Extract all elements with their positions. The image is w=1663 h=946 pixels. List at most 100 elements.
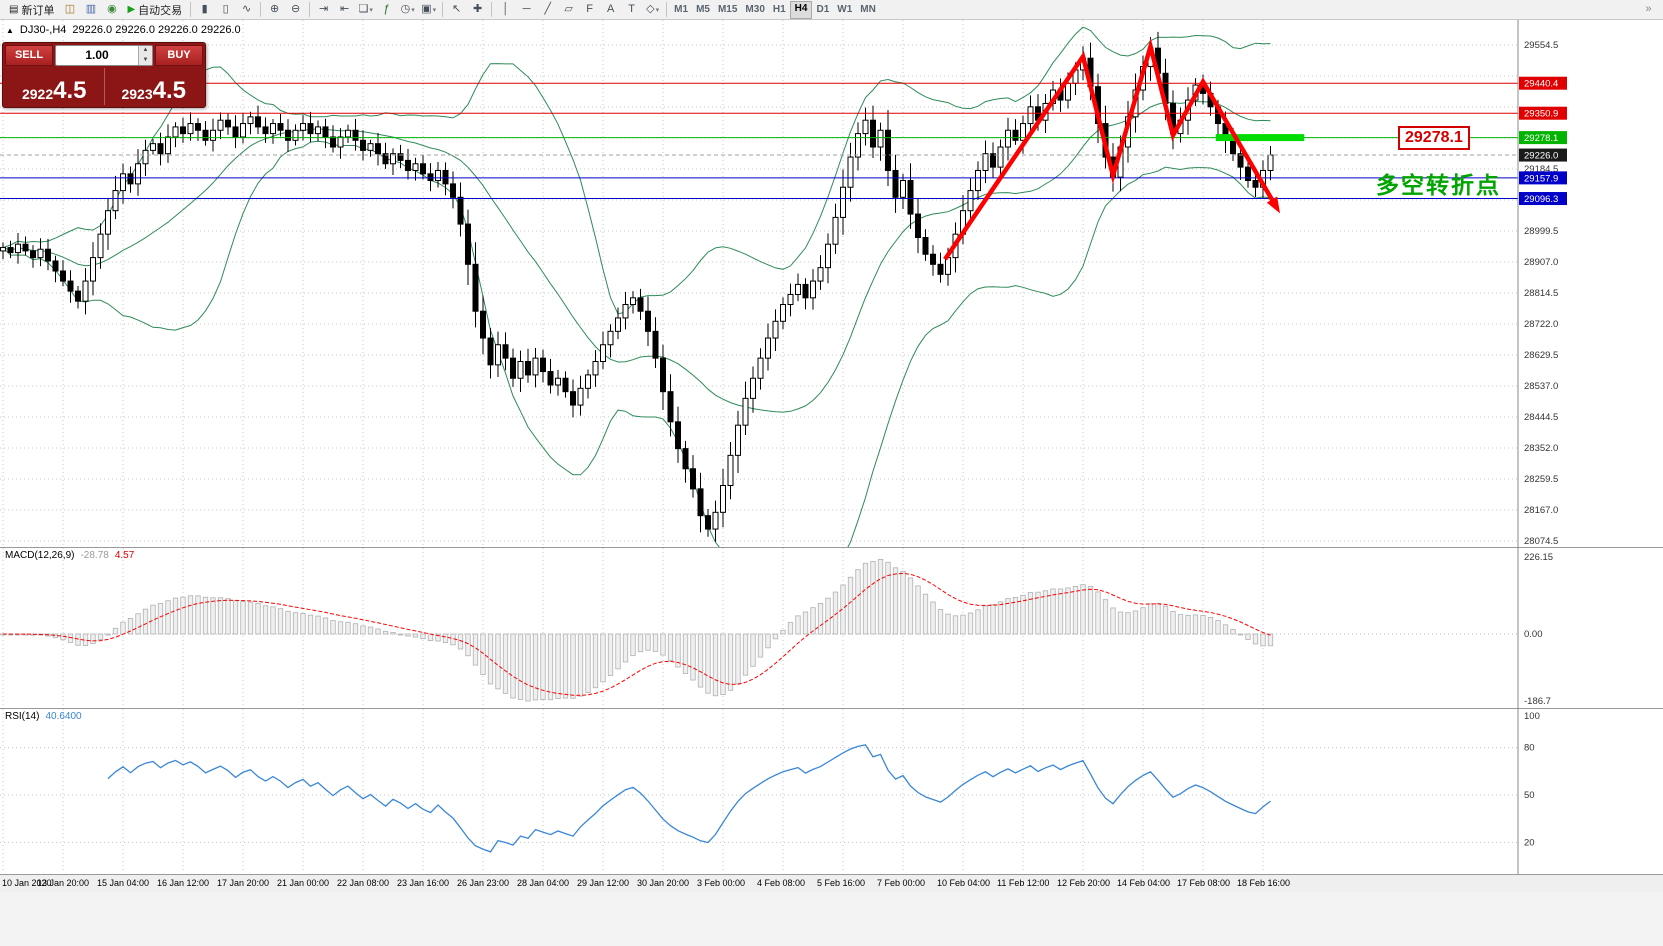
auto-scroll-icon[interactable]: ⇥ bbox=[319, 3, 329, 15]
time-label: 12 Feb 20:00 bbox=[1057, 878, 1111, 888]
rsi-scale-label: 20 bbox=[1524, 837, 1535, 848]
macd-signal-value: 4.57 bbox=[114, 550, 135, 561]
buy-price-display[interactable]: 2923 4.5 bbox=[105, 68, 204, 105]
price-tick-label: 28167.0 bbox=[1524, 505, 1558, 516]
tile-windows-icon[interactable]: ❏▾ bbox=[358, 3, 373, 15]
period-icon[interactable]: ◷▾ bbox=[400, 3, 415, 15]
price-tick-label: 28537.0 bbox=[1524, 381, 1558, 392]
indicators-icon[interactable]: ƒ bbox=[383, 3, 390, 15]
symbol-ohlc: 29226.0 29226.0 29226.0 29226.0 bbox=[72, 24, 241, 36]
timeframe-m15[interactable]: M15 bbox=[717, 3, 738, 15]
macd-scale-label: 226.15 bbox=[1524, 552, 1553, 563]
price-tick-label: 28629.5 bbox=[1524, 350, 1558, 361]
time-label: 17 Feb 08:00 bbox=[1177, 878, 1231, 888]
volume-value[interactable]: 1.00 bbox=[85, 48, 109, 62]
toolbar-separator bbox=[309, 2, 311, 17]
equidistant-channel-icon[interactable]: ▱ bbox=[564, 3, 573, 15]
arrows-icon[interactable]: ◇▾ bbox=[646, 3, 660, 15]
toolbar-separator bbox=[666, 2, 668, 17]
macd-scale-label: 0.00 bbox=[1524, 629, 1543, 640]
sell-price-display[interactable]: 2922 4.5 bbox=[5, 68, 105, 105]
time-label: 3 Feb 00:00 bbox=[697, 878, 746, 888]
time-axis[interactable]: 10 Jan 2020 13 Jan 20:00 15 Jan 04:00 16 Ja… bbox=[0, 874, 1663, 893]
vertical-line-icon[interactable]: │ bbox=[502, 3, 510, 15]
buy-button[interactable]: BUY bbox=[155, 45, 203, 66]
window-bottom-strip bbox=[0, 892, 1663, 946]
price-tick-label: 28352.0 bbox=[1524, 443, 1558, 454]
price-level-box-annotation[interactable]: 29278.1 bbox=[1398, 126, 1470, 150]
price-badge-label: 29278.1 bbox=[1524, 133, 1558, 144]
time-label: 4 Feb 08:00 bbox=[757, 878, 806, 888]
autotrading-button-icon: ▶ bbox=[127, 4, 136, 15]
price-tick-label: 28907.0 bbox=[1524, 257, 1558, 268]
time-label: 15 Jan 04:00 bbox=[97, 878, 150, 888]
market-watch-icon[interactable]: ◉ bbox=[107, 3, 117, 15]
time-label: 13 Jan 20:00 bbox=[37, 878, 90, 888]
timeframe-m5[interactable]: M5 bbox=[696, 3, 710, 15]
templates-icon[interactable]: ▣▾ bbox=[421, 3, 437, 15]
time-label: 10 Jan 2020 bbox=[2, 878, 52, 888]
timeframe-mn[interactable]: MN bbox=[860, 3, 876, 15]
price-tick-label: 28259.5 bbox=[1524, 474, 1558, 485]
autotrading-button[interactable]: ▶ 自动交易 bbox=[122, 1, 187, 18]
highlight-line-annotation[interactable] bbox=[1215, 134, 1305, 142]
zoom-out-icon[interactable]: ⊖ bbox=[291, 3, 301, 15]
volume-up-button[interactable]: ▲ bbox=[139, 46, 152, 56]
timeframe-m30[interactable]: M30 bbox=[745, 3, 765, 15]
turning-point-text-annotation[interactable]: 多空转折点 bbox=[1376, 172, 1501, 198]
price-badge bbox=[1519, 131, 1567, 145]
price-axis[interactable]: 29554.5 29184.5 28999.5 28907.0 28814.5 28722… bbox=[1517, 20, 1567, 547]
candlestick-mode-icon[interactable]: ▯ bbox=[222, 3, 229, 15]
main-chart[interactable]: 29554.5 29184.5 28999.5 28907.0 28814.5 28722… bbox=[0, 20, 1663, 547]
fibonacci-icon[interactable]: F bbox=[586, 3, 594, 15]
charts-icon[interactable]: ◫ bbox=[64, 3, 76, 15]
line-chart-mode-icon[interactable]: ∿ bbox=[242, 3, 252, 15]
text-label-icon[interactable]: T bbox=[628, 3, 636, 15]
price-badge-label: 29226.0 bbox=[1524, 151, 1558, 162]
price-badge-label: 29157.9 bbox=[1524, 173, 1558, 184]
trendline-icon[interactable]: ╱ bbox=[544, 3, 551, 15]
volume-down-button[interactable]: ▼ bbox=[139, 55, 152, 65]
rsi-scale-label: 100 bbox=[1524, 711, 1540, 722]
sell-button[interactable]: SELL bbox=[5, 45, 53, 66]
arrow-head bbox=[1266, 196, 1281, 214]
new-order-button-icon: ▤ bbox=[9, 4, 19, 15]
time-label: 16 Jan 12:00 bbox=[157, 878, 210, 888]
horizontal-line-icon[interactable]: ─ bbox=[522, 3, 531, 15]
rsi-panel[interactable]: 100 80 50 20 bbox=[0, 708, 1663, 874]
bar-chart-mode-icon[interactable]: ▮ bbox=[201, 3, 208, 15]
trend-arrow-annotation[interactable] bbox=[943, 37, 1279, 261]
price-badge-label: 29440.4 bbox=[1524, 79, 1558, 90]
timeframe-h4[interactable]: H4 bbox=[789, 0, 813, 19]
toolbar-separator bbox=[442, 2, 444, 17]
new-order-button[interactable]: ▤ 新订单 bbox=[4, 1, 59, 18]
chart-shift-icon[interactable]: ⇤ bbox=[340, 3, 350, 15]
zoom-in-icon[interactable]: ⊕ bbox=[270, 3, 280, 15]
macd-panel[interactable]: 226.15 0.00 -186.7 bbox=[0, 547, 1663, 708]
price-tick-label: 28074.5 bbox=[1524, 536, 1558, 547]
price-badge-label: 29096.3 bbox=[1524, 194, 1558, 205]
volume-field[interactable]: 1.00 ▲ ▼ bbox=[55, 45, 153, 66]
chart-symbol-label: ▲ DJ30-,H4 29226.0 29226.0 29226.0 29226… bbox=[6, 24, 241, 36]
timeframe-h1[interactable]: H1 bbox=[772, 3, 786, 15]
toolbar-separator bbox=[491, 2, 493, 17]
profiles-icon[interactable]: ▥ bbox=[85, 3, 97, 15]
macd-indicator-label: MACD(12,26,9) -28.78 4.57 bbox=[5, 550, 134, 561]
text-icon[interactable]: A bbox=[606, 3, 615, 15]
time-label: 11 Feb 12:00 bbox=[997, 878, 1050, 888]
timeframe-m1[interactable]: M1 bbox=[674, 3, 689, 15]
bollinger-upper bbox=[2, 26, 1271, 315]
time-label: 5 Feb 16:00 bbox=[817, 878, 866, 888]
cursor-icon[interactable]: ↖ bbox=[452, 3, 462, 15]
sell-price-big: 4.5 bbox=[53, 76, 87, 104]
autotrading-button-label: 自动交易 bbox=[138, 4, 183, 17]
price-badge bbox=[1519, 106, 1567, 120]
toolbar-more-icon[interactable]: » bbox=[1645, 3, 1652, 15]
time-label: 28 Jan 04:00 bbox=[517, 878, 570, 888]
crosshair-icon[interactable]: ✚ bbox=[473, 3, 483, 15]
rsi-name: RSI(14) bbox=[5, 711, 40, 722]
timeframe-d1[interactable]: D1 bbox=[816, 3, 830, 15]
time-label: 22 Jan 08:00 bbox=[337, 878, 390, 888]
timeframe-w1[interactable]: W1 bbox=[837, 3, 853, 15]
